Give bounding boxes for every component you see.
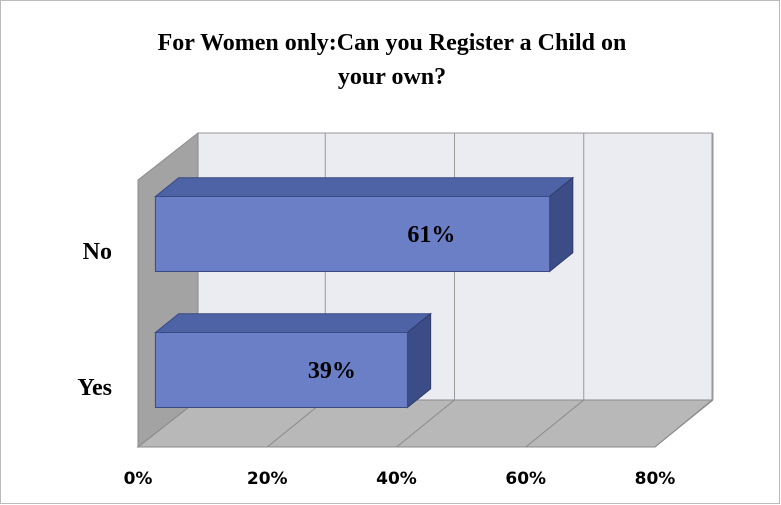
y-tick-label: Yes	[77, 375, 112, 401]
bar	[154, 196, 551, 272]
y-tick-label: No	[83, 239, 112, 265]
bar-top	[153, 313, 433, 333]
x-tick-label: 80%	[635, 469, 676, 489]
grid-line	[654, 399, 714, 448]
value-label: 61%	[407, 222, 455, 248]
x-tick-label: 0%	[124, 469, 153, 489]
value-label: 39%	[308, 358, 356, 384]
x-tick-label: 20%	[247, 469, 288, 489]
x-tick-label: 40%	[376, 469, 417, 489]
grid-line	[396, 399, 455, 448]
x-tick-label: 60%	[505, 469, 546, 489]
bar-top	[153, 177, 575, 197]
bar	[154, 332, 408, 408]
grid-line	[525, 399, 585, 448]
chart-title: For Women only:Can you Register a Child …	[158, 30, 627, 56]
chart-title: your own?	[338, 64, 446, 90]
